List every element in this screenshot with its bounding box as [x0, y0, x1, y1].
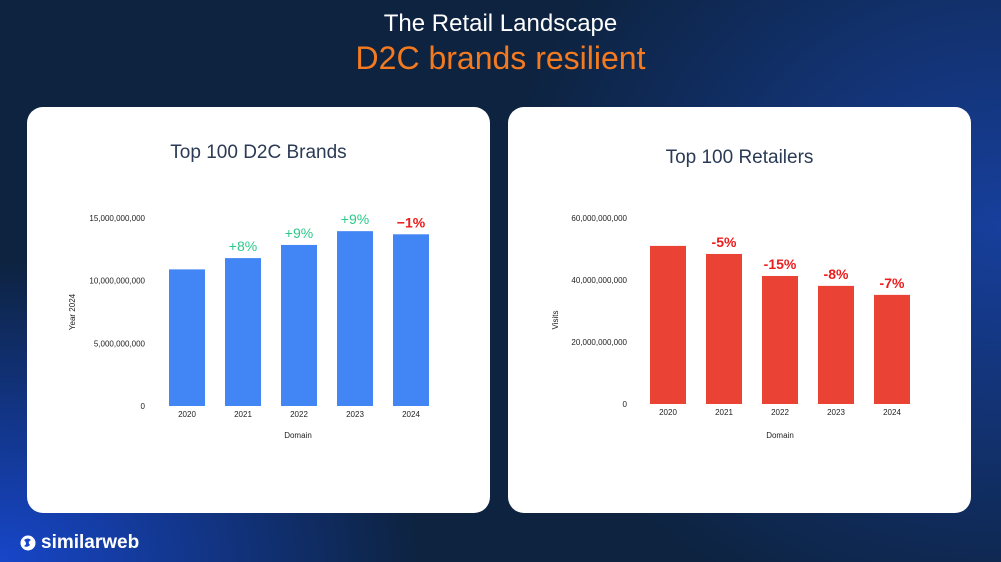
bar	[818, 285, 854, 404]
x-axis-label: Domain	[284, 431, 312, 440]
change-label: -5%	[712, 234, 737, 250]
change-label: −1%	[397, 214, 426, 230]
x-tick-label: 2021	[234, 410, 252, 419]
y-tick-label: 5,000,000,000	[94, 339, 146, 348]
change-label: -7%	[880, 275, 905, 291]
bar	[762, 275, 798, 404]
x-tick-label: 2022	[771, 408, 789, 417]
bar	[225, 258, 261, 406]
x-tick-label: 2023	[827, 408, 845, 417]
page-title: The Retail Landscape	[383, 10, 618, 37]
bar	[706, 253, 742, 404]
change-label: +9%	[285, 225, 313, 241]
change-label: -8%	[824, 266, 849, 282]
y-tick-label: 0	[141, 402, 146, 411]
chart-title: Top 100 Retailers	[665, 147, 814, 168]
x-tick-label: 2021	[715, 408, 733, 417]
y-axis-label: Year 2024	[68, 293, 77, 330]
similarweb-logo-icon	[20, 535, 36, 551]
chart-title: Top 100 D2C Brands	[170, 142, 347, 163]
y-axis-label: Visits	[551, 311, 560, 330]
y-tick-label: 15,000,000,000	[89, 214, 145, 223]
x-tick-label: 2023	[346, 410, 364, 419]
similarweb-logo: similarweb	[20, 532, 139, 554]
bar	[874, 294, 910, 404]
bar	[169, 269, 205, 406]
x-axis-label: Domain	[766, 431, 794, 440]
change-label: +8%	[229, 238, 257, 254]
page-subtitle: D2C brands resilient	[355, 40, 646, 76]
y-tick-label: 0	[623, 400, 628, 409]
brand-name: similarweb	[41, 532, 140, 553]
x-tick-label: 2020	[178, 410, 196, 419]
x-tick-label: 2022	[290, 410, 308, 419]
x-tick-label: 2020	[659, 408, 677, 417]
y-tick-label: 40,000,000,000	[571, 276, 627, 285]
y-tick-label: 10,000,000,000	[89, 277, 145, 286]
change-label: -15%	[764, 256, 797, 272]
y-tick-label: 60,000,000,000	[571, 214, 627, 223]
change-label: +9%	[341, 211, 369, 227]
x-tick-label: 2024	[402, 410, 420, 419]
bar	[650, 245, 686, 404]
bar	[337, 231, 373, 406]
bar	[393, 234, 429, 406]
bar	[281, 244, 317, 406]
x-tick-label: 2024	[883, 408, 901, 417]
y-tick-label: 20,000,000,000	[571, 338, 627, 347]
